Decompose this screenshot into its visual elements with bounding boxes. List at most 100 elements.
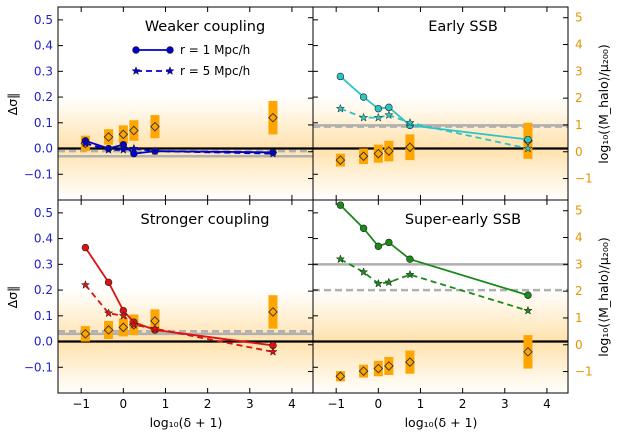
x-tick-label: 1	[162, 397, 170, 411]
mass-bar	[150, 309, 160, 333]
mass-bar	[118, 125, 128, 144]
x-tick-label: 3	[246, 397, 254, 411]
data-point-r5	[335, 103, 346, 113]
mass-diamond-marker	[358, 366, 369, 376]
data-point-r5	[80, 280, 91, 289]
mass-bar	[80, 326, 90, 342]
y-axis-label-right-bottom: log₁₀(⟨M_halo⟩/μ₂₀₀)	[596, 237, 611, 357]
y-tick-label-left: 0.1	[34, 309, 53, 323]
panel-title: Weaker coupling	[145, 19, 265, 35]
y-tick-label-right: 3	[575, 64, 583, 78]
y-axis-label-left-bottom: Δσ∥	[5, 286, 20, 309]
y-tick-label-right: 4	[575, 38, 583, 52]
y-tick-label-right: 0	[575, 145, 583, 159]
data-point-r5	[129, 319, 139, 329]
x-tick-label: 4	[543, 397, 551, 411]
mass-bar	[384, 140, 394, 162]
data-point-r5	[268, 148, 278, 158]
legend-label-r1: r = 1 Mpc/h	[180, 43, 250, 57]
mass-diamond-marker	[373, 148, 384, 159]
legend-marker-r1	[132, 46, 140, 54]
data-point-r5	[103, 144, 114, 154]
mass-diamond-marker	[405, 357, 415, 367]
y-tick-label-left: 0.2	[34, 90, 53, 104]
data-point-r1	[359, 224, 368, 233]
data-point-r5	[103, 308, 114, 318]
mass-bar	[405, 134, 415, 161]
y-tick-label-right: 2	[575, 284, 583, 298]
series-line-r1	[84, 247, 274, 347]
panel-bottom-left: −1 0 1 2 3 4 −0.1 0.0 0.1 0.2 0.3 0.4 0.5 Stronger co…	[24, 199, 314, 411]
y-tick-label-right: 3	[575, 257, 583, 271]
data-point-r5	[118, 310, 129, 320]
y-tick-label-right: 5	[575, 11, 583, 25]
data-point-r5	[335, 254, 346, 264]
y-tick-label-right: 2	[575, 91, 583, 105]
data-point-r5	[405, 269, 415, 279]
data-point-r1	[524, 291, 532, 299]
x-tick-label: 4	[288, 397, 296, 411]
mass-diamond-marker	[373, 363, 384, 374]
x-tick-label: 2	[204, 397, 212, 411]
legend-marker-r1	[166, 46, 174, 54]
y-axis-label-left-top: Δσ∥	[5, 93, 20, 116]
mass-diamond-marker	[80, 328, 91, 339]
mass-bar	[335, 371, 345, 382]
series-line-r1	[339, 204, 529, 297]
mass-bar	[359, 148, 369, 164]
x-tick-label: −1	[72, 397, 90, 411]
series-line-r5	[339, 258, 529, 312]
x-axis-label-left: log₁₀(δ + 1)	[150, 415, 223, 430]
mass-diamond-marker	[358, 151, 369, 162]
data-point-r5	[384, 277, 394, 287]
data-point-r5	[358, 267, 369, 277]
data-point-r1	[406, 255, 414, 263]
y-tick-label-left: 0.0	[34, 335, 53, 349]
mass-bar	[129, 120, 139, 141]
panel-title: Stronger coupling	[141, 212, 270, 228]
mass-diamond-marker	[335, 155, 346, 165]
panel-title: Early SSB	[428, 19, 498, 35]
y-tick-label-left: −0.1	[24, 360, 53, 374]
mass-bar	[384, 356, 394, 375]
mass-diamond-marker	[268, 112, 278, 123]
y-tick-label-right: 5	[575, 204, 583, 218]
legend-marker-r5	[165, 66, 175, 75]
y-tick-label-right: −1	[575, 365, 593, 379]
data-point-r5	[384, 110, 394, 120]
mass-bar	[359, 364, 369, 378]
mass-bar	[523, 335, 533, 369]
y-tick-label-right: 1	[575, 118, 583, 132]
data-point-r1	[374, 242, 383, 251]
data-point-r1	[336, 72, 345, 81]
x-tick-label: 0	[120, 397, 128, 411]
y-tick-label-left: 0.5	[34, 13, 53, 27]
data-point-r5	[268, 346, 278, 356]
data-point-r5	[80, 138, 91, 148]
data-point-r5	[150, 323, 160, 333]
mass-diamond-marker	[129, 125, 139, 136]
mass-bar	[335, 153, 345, 167]
mass-bar	[268, 295, 278, 329]
data-point-r5	[373, 112, 384, 122]
data-point-r5	[523, 143, 533, 153]
data-point-r1	[81, 243, 90, 252]
data-point-r5	[373, 278, 384, 288]
y-tick-label-left: 0.5	[34, 206, 53, 220]
mass-diamond-marker	[103, 325, 114, 335]
y-tick-label-right: 4	[575, 231, 583, 245]
data-point-r5	[523, 305, 533, 315]
data-point-r1	[336, 201, 345, 209]
panel-frame	[312, 199, 569, 394]
mass-diamond-marker	[118, 129, 129, 140]
x-tick-label: 3	[501, 397, 509, 411]
mass-diamond-marker	[268, 307, 278, 317]
legend-label-r5: r = 5 Mpc/h	[180, 64, 250, 78]
x-tick-label: 0	[375, 397, 383, 411]
data-point-r5	[118, 144, 129, 154]
y-tick-label-left: 0.4	[34, 232, 53, 246]
y-tick-label-left: 0.1	[34, 116, 53, 130]
panel-title: Super-early SSB	[405, 212, 521, 228]
data-point-r1	[524, 135, 532, 144]
